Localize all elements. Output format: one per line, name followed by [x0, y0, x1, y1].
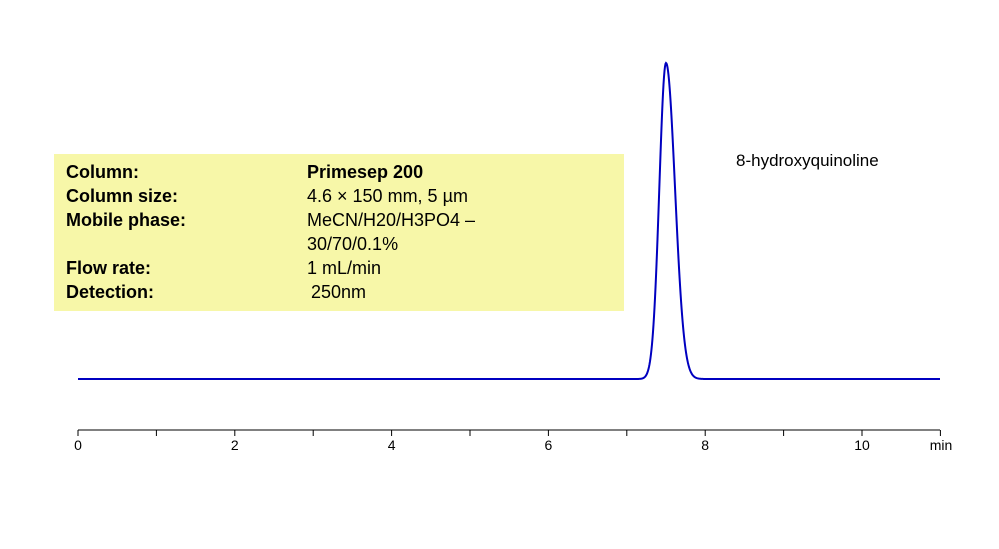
conditions-box: Column: Primesep 200 Column size: 4.6 × … — [54, 154, 624, 311]
x-axis-unit-label: min — [930, 437, 953, 453]
flow-rate-value: 1 mL/min — [307, 258, 382, 278]
column-key: Column: — [66, 162, 139, 182]
detection-key: Detection: — [66, 282, 155, 302]
x-tick-label: 10 — [854, 437, 870, 453]
mobile-phase-key: Mobile phase: — [66, 210, 187, 230]
mobile-phase-value-cont: 30/70/0.1% — [307, 234, 399, 254]
x-tick-label: 4 — [388, 437, 396, 453]
x-tick-label: 6 — [545, 437, 553, 453]
chromatogram-trace — [78, 61, 940, 380]
x-tick-label: 0 — [74, 437, 82, 453]
column-value: Primesep 200 — [307, 162, 424, 182]
flow-rate-key: Flow rate: — [66, 258, 152, 278]
mobile-phase-value: MeCN/H20/H3PO4 – — [307, 210, 476, 230]
detection-value: 250nm — [311, 282, 367, 302]
x-axis: 0 2 4 6 8 10 min — [74, 429, 953, 453]
x-tick-label: 8 — [701, 437, 709, 453]
x-tick-label: 2 — [231, 437, 239, 453]
column-size-key: Column size: — [66, 186, 179, 206]
peak-label: 8-hydroxyquinoline — [736, 151, 879, 170]
column-size-value: 4.6 × 150 mm, 5 µm — [307, 186, 468, 206]
